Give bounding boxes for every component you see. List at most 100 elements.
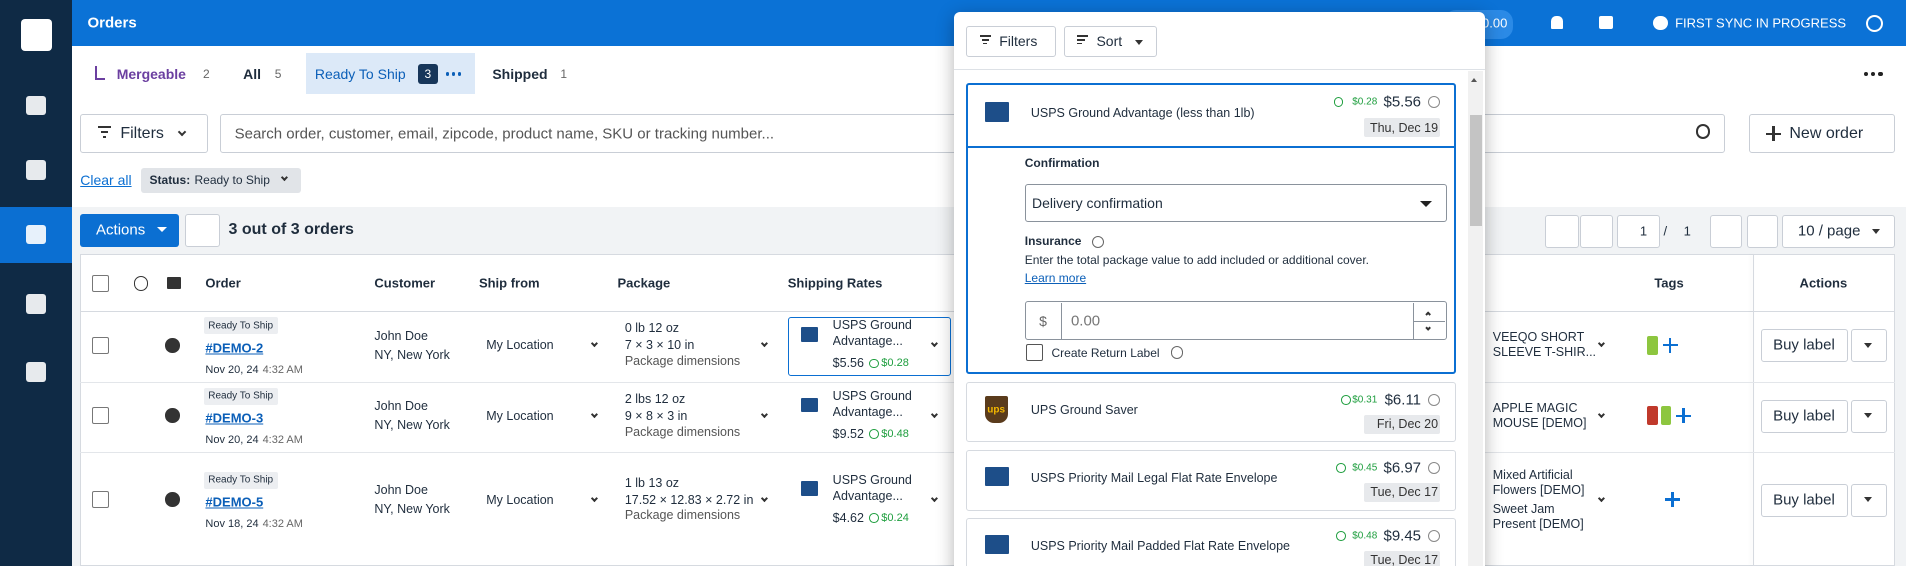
panel-filters-button[interactable]	[966, 25, 1057, 58]
rebate-icon	[1335, 531, 1346, 541]
usps-logo	[984, 466, 1009, 487]
page-button[interactable]	[1746, 215, 1779, 248]
sort-icon	[1077, 35, 1088, 38]
insurance-input[interactable]	[1024, 301, 1447, 341]
column-header: Actions	[1799, 275, 1848, 291]
column-header: Ship from	[478, 275, 540, 291]
confirmation-label: Confirmation	[1024, 155, 1100, 170]
rate-option-price: $5.56	[1383, 93, 1422, 111]
tab-count: 5	[274, 67, 282, 82]
rate-rebate: $0.48	[881, 427, 909, 440]
clear-all[interactable]: Clear all	[80, 171, 132, 188]
page-count: 1	[1683, 223, 1691, 239]
page-button[interactable]	[1710, 215, 1742, 248]
phone-icon	[165, 492, 180, 507]
nav-icon	[25, 160, 47, 180]
product-name: Sweet Jam Present [DEMO]	[1492, 501, 1584, 531]
filter-icon	[100, 131, 109, 134]
page-title: Orders	[87, 14, 137, 32]
learn-more[interactable]: Learn more	[1024, 271, 1087, 286]
date-chip	[1363, 482, 1441, 503]
rate-option[interactable]	[966, 82, 1457, 375]
rate-option[interactable]	[966, 381, 1457, 443]
order-time: 4:32 AM	[262, 363, 303, 376]
page-button[interactable]	[1545, 215, 1580, 248]
tab-label[interactable]: Mergeable	[116, 66, 186, 83]
spinner-divider	[1412, 320, 1446, 323]
kebab-dot	[1871, 71, 1876, 77]
more-dot	[451, 72, 456, 76]
rate-rebate: $0.24	[881, 511, 909, 524]
page-input[interactable]	[1616, 215, 1661, 248]
page-number: 1	[1639, 223, 1648, 239]
rate-option-date: Tue, Dec 17	[1370, 485, 1439, 500]
rate-service: USPS Ground Advantage...	[832, 388, 912, 419]
status-badge-label: Ready To Ship	[208, 390, 274, 402]
confirmation-select[interactable]	[1024, 183, 1447, 223]
caret	[1863, 413, 1872, 419]
product-name: VEEQO SHORT SLEEVE T-SHIR...	[1492, 330, 1597, 360]
row-checkbox[interactable]	[92, 407, 110, 425]
order-link[interactable]: #DEMO-3	[205, 410, 264, 426]
rate-option-name: USPS Ground Advantage (less than 1lb)	[1030, 106, 1255, 121]
tab-count: 3	[424, 67, 432, 82]
caret	[1470, 77, 1477, 82]
rebate-icon	[1335, 463, 1346, 473]
filters-label: Filters	[120, 124, 164, 142]
package-weight: 2 lbs 12 oz	[624, 391, 686, 406]
return-label: Create Return Label	[1051, 345, 1160, 360]
filter-icon	[103, 136, 106, 138]
rate-option-date: Fri, Dec 20	[1376, 417, 1439, 432]
buy-label-button[interactable]	[1761, 399, 1848, 433]
ship-from: My Location	[486, 492, 554, 507]
nav-icon	[25, 224, 47, 245]
page-button[interactable]	[1580, 215, 1614, 248]
caret	[1863, 342, 1872, 348]
info-icon	[1428, 530, 1441, 543]
customer-location: NY, New York	[374, 418, 450, 433]
buy-label-menu[interactable]	[1851, 483, 1887, 517]
column-header: Package	[617, 275, 671, 291]
buy-label-menu[interactable]	[1851, 329, 1887, 363]
products: VEEQO SHORT SLEEVE T-SHIR...	[1493, 330, 1598, 360]
order-date: Nov 18, 24	[205, 517, 259, 530]
rebate-icon	[1333, 97, 1344, 107]
status-badge	[204, 387, 279, 405]
return-label-checkbox[interactable]	[1025, 344, 1043, 362]
usps-logo	[801, 481, 819, 496]
package-dimensions-label: Package dimensions	[624, 354, 741, 369]
row-checkbox[interactable]	[92, 336, 110, 354]
tag-chip	[1660, 406, 1672, 426]
currency: $	[1039, 312, 1047, 329]
panel-sort-button[interactable]	[1063, 25, 1158, 58]
buy-label-button[interactable]	[1761, 329, 1848, 363]
row-checkbox[interactable]	[92, 491, 110, 509]
bell-icon	[1551, 15, 1564, 30]
order-link[interactable]: #DEMO-5	[205, 494, 264, 510]
rate-option[interactable]	[966, 449, 1457, 511]
rate-option-divider	[966, 145, 1457, 149]
tab-label[interactable]: Ready To Ship	[314, 66, 406, 83]
filters-button[interactable]	[80, 114, 208, 154]
filter-icon	[98, 126, 111, 129]
spinner	[1412, 302, 1414, 340]
status-chip-label: Status:	[149, 172, 191, 187]
usps-logo	[801, 397, 819, 413]
amazon-icon	[1653, 15, 1668, 31]
tab-label[interactable]: All	[243, 66, 261, 83]
new-order-button[interactable]	[1749, 114, 1896, 154]
tab-label[interactable]: Shipped	[492, 66, 548, 83]
usps-logo	[801, 326, 819, 342]
plus-icon	[1772, 126, 1775, 141]
order-link[interactable]: #DEMO-2	[205, 340, 264, 356]
rate-option[interactable]	[966, 517, 1457, 566]
nav-icon	[25, 96, 47, 116]
buy-label-menu[interactable]	[1851, 399, 1887, 433]
columns-button[interactable]	[184, 213, 221, 247]
caret	[156, 227, 167, 233]
buy-label-button[interactable]	[1761, 483, 1848, 517]
actions-label: Actions	[96, 221, 146, 239]
sort-icon	[1077, 38, 1086, 41]
rate-option-price: $6.97	[1383, 459, 1422, 477]
page-separator: /	[1663, 223, 1668, 239]
